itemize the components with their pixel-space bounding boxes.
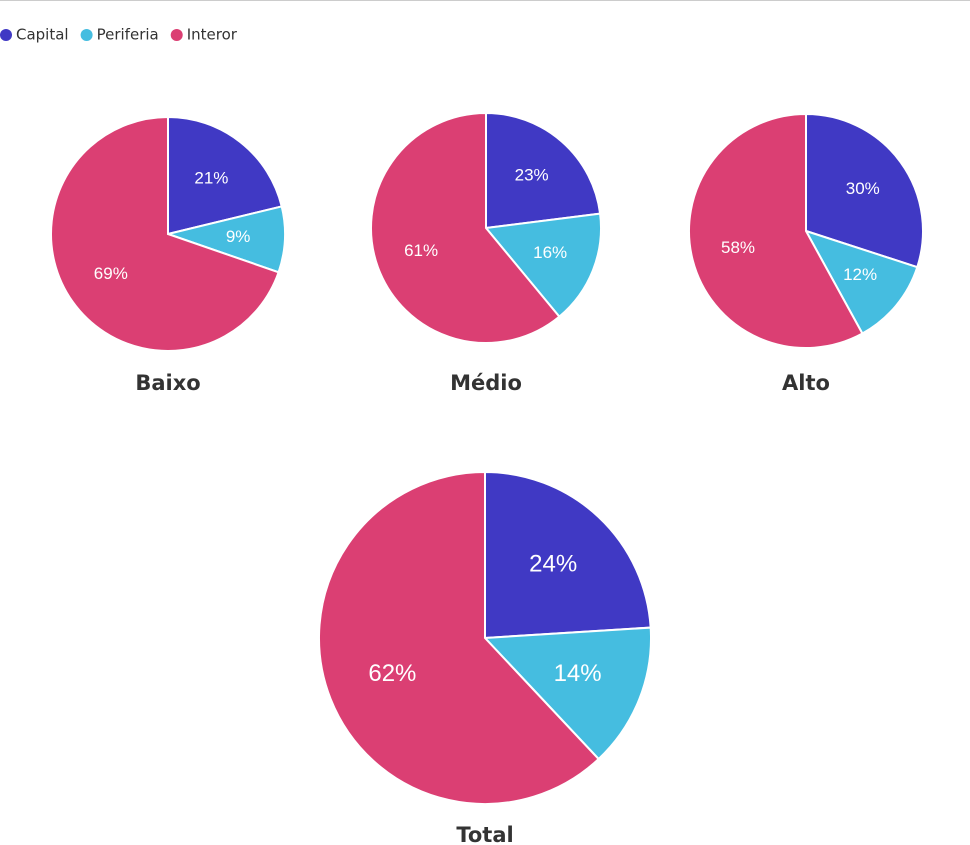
pie-slice [318, 470, 601, 805]
value-label: 12% [843, 265, 877, 284]
chart-title: Baixo [135, 371, 200, 395]
value-label: 9% [226, 227, 251, 246]
value-label: 16% [533, 243, 567, 262]
legend-label: Capital [16, 26, 69, 44]
pie-slice [803, 229, 919, 335]
legend-marker [0, 29, 12, 41]
legend-label: Periferia [97, 26, 159, 44]
pie-slice [484, 212, 602, 319]
pie-slice [805, 112, 924, 269]
pie-slice [370, 111, 561, 344]
chart-title: Total [456, 823, 513, 845]
chart-title: Alto [782, 371, 830, 395]
legend-label: Interor [187, 26, 238, 44]
value-label: 23% [515, 166, 549, 185]
value-label: 21% [194, 168, 228, 187]
value-label: 69% [94, 264, 128, 283]
value-label: 24% [529, 551, 577, 578]
pie-slice [50, 115, 280, 352]
pie-slice [482, 626, 652, 761]
value-label: 14% [554, 660, 602, 687]
value-label: 61% [404, 241, 438, 260]
legend-marker [80, 29, 93, 41]
value-label: 30% [846, 179, 880, 198]
chart-title: Médio [450, 371, 522, 395]
pie-slice [688, 112, 864, 349]
pie-slice [167, 115, 283, 236]
pie-slice [485, 111, 602, 230]
pie-slice [484, 470, 652, 640]
value-label: 58% [721, 238, 755, 257]
value-label: 62% [368, 660, 416, 687]
legend-marker [170, 29, 183, 41]
